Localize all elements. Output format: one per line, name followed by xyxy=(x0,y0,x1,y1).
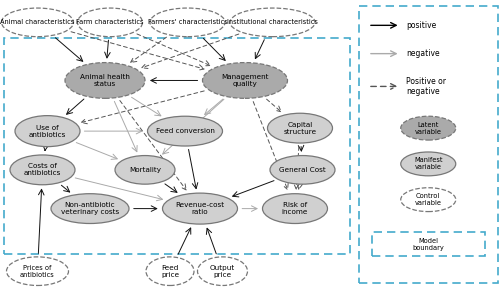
Ellipse shape xyxy=(115,156,175,184)
Ellipse shape xyxy=(401,116,456,140)
Text: positive: positive xyxy=(406,21,437,30)
Ellipse shape xyxy=(162,193,238,224)
Text: Institutional characteristics: Institutional characteristics xyxy=(227,19,318,25)
Text: negative: negative xyxy=(406,49,440,58)
Text: Management
quality: Management quality xyxy=(221,74,269,87)
Ellipse shape xyxy=(202,63,288,98)
Text: Positive or
negative: Positive or negative xyxy=(406,77,447,96)
Ellipse shape xyxy=(10,155,75,185)
Text: General Cost: General Cost xyxy=(279,167,326,173)
Ellipse shape xyxy=(78,8,142,37)
Text: Mortality: Mortality xyxy=(129,167,161,173)
Text: Revenue-cost
ratio: Revenue-cost ratio xyxy=(176,202,224,215)
Ellipse shape xyxy=(146,257,194,285)
Ellipse shape xyxy=(198,257,248,285)
Ellipse shape xyxy=(6,257,68,285)
Ellipse shape xyxy=(262,194,328,224)
Text: Farmers' characteristics: Farmers' characteristics xyxy=(148,19,228,25)
Text: Non-antibiotic
veterinary costs: Non-antibiotic veterinary costs xyxy=(61,202,119,215)
Ellipse shape xyxy=(15,116,80,147)
Ellipse shape xyxy=(401,188,456,212)
Text: Prices of
antibiotics: Prices of antibiotics xyxy=(20,265,55,278)
Ellipse shape xyxy=(51,194,129,224)
Ellipse shape xyxy=(401,152,456,176)
Ellipse shape xyxy=(270,156,335,184)
Ellipse shape xyxy=(148,116,222,146)
Ellipse shape xyxy=(150,8,225,37)
Text: Feed conversion: Feed conversion xyxy=(156,128,214,134)
Ellipse shape xyxy=(230,8,315,37)
Text: Control
variable: Control variable xyxy=(415,193,442,206)
Text: Model
boundary: Model boundary xyxy=(412,238,444,251)
Text: Use of
antibiotics: Use of antibiotics xyxy=(29,125,66,138)
Text: Risk of
income: Risk of income xyxy=(282,202,308,215)
Text: Capital
structure: Capital structure xyxy=(284,122,316,135)
Text: Animal characteristics: Animal characteristics xyxy=(0,19,74,25)
Text: Costs of
antibiotics: Costs of antibiotics xyxy=(24,163,61,176)
Ellipse shape xyxy=(268,113,332,143)
Text: Feed
price: Feed price xyxy=(161,265,179,278)
Ellipse shape xyxy=(2,8,74,37)
Ellipse shape xyxy=(65,63,145,98)
Text: Farm characteristics: Farm characteristics xyxy=(76,19,144,25)
Text: Latent
variable: Latent variable xyxy=(415,122,442,135)
Text: Animal health
status: Animal health status xyxy=(80,74,130,87)
Text: Output
price: Output price xyxy=(210,265,235,278)
Text: Manifest
variable: Manifest variable xyxy=(414,157,442,170)
